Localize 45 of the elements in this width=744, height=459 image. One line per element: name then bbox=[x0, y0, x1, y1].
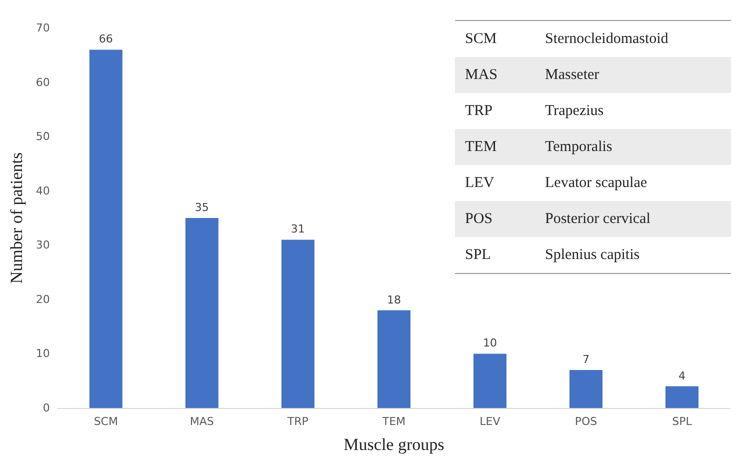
x-axis-title: Muscle groups bbox=[344, 435, 444, 454]
annotation: Temporalis bbox=[544, 138, 614, 156]
bar bbox=[377, 310, 410, 408]
x-tick-label: SPL bbox=[672, 415, 693, 428]
annotation: Sternocleidomastoid bbox=[544, 30, 670, 48]
x-tick-label: LEV bbox=[480, 415, 501, 428]
annotation: TRP bbox=[464, 102, 494, 120]
data-label: 4 bbox=[678, 369, 686, 382]
annotation: MAS bbox=[464, 66, 499, 84]
y-tick-label: 70 bbox=[36, 22, 50, 34]
y-tick-label: 10 bbox=[36, 347, 50, 360]
annotation: Trapezius bbox=[544, 102, 605, 120]
data-label: 7 bbox=[582, 353, 590, 366]
data-label: 18 bbox=[386, 293, 401, 306]
x-tick-label: TEM bbox=[381, 415, 406, 428]
bar bbox=[185, 218, 218, 408]
y-tick-label: 60 bbox=[36, 76, 50, 89]
annotation: Masseter bbox=[544, 66, 600, 84]
data-label: 66 bbox=[98, 32, 113, 46]
bar bbox=[569, 370, 602, 408]
x-tick-label: TRP bbox=[286, 415, 309, 428]
bar bbox=[281, 240, 314, 408]
y-tick-label: 30 bbox=[36, 238, 50, 252]
annotation: SCM bbox=[464, 30, 498, 48]
bar bbox=[665, 386, 698, 408]
annotation: Posterior cervical bbox=[544, 210, 652, 228]
data-label: 10 bbox=[482, 336, 497, 350]
x-tick-label: SCM bbox=[94, 415, 118, 428]
annotation: SPL bbox=[464, 246, 492, 264]
annotation: LEV bbox=[464, 174, 496, 192]
bar bbox=[473, 354, 506, 408]
annotation: POS bbox=[464, 210, 494, 228]
y-tick-label: 0 bbox=[42, 402, 50, 414]
annotation: TEM bbox=[464, 138, 498, 156]
x-tick-label: MAS bbox=[190, 415, 214, 428]
data-label: 31 bbox=[290, 222, 305, 236]
data-label: 35 bbox=[194, 201, 209, 214]
annotation: Splenius capitis bbox=[544, 246, 641, 264]
x-tick-label: POS bbox=[574, 415, 598, 428]
bar bbox=[89, 50, 122, 408]
y-tick-label: 40 bbox=[36, 184, 50, 198]
y-tick-label: 50 bbox=[36, 130, 50, 144]
y-tick-label: 20 bbox=[36, 292, 50, 306]
y-axis-title: Number of patients bbox=[7, 152, 26, 284]
annotation: Levator scapulae bbox=[544, 174, 648, 192]
